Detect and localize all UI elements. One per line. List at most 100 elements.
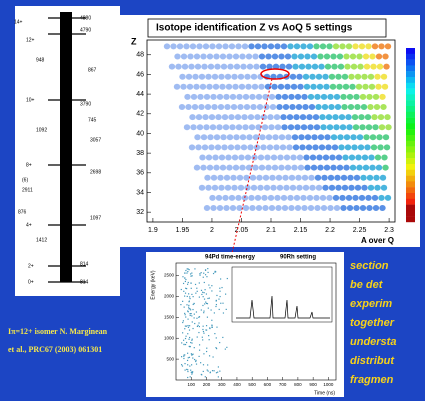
blob <box>192 74 198 80</box>
blob <box>236 124 242 130</box>
blob <box>334 205 340 211</box>
blob <box>258 84 264 90</box>
blob <box>194 134 200 140</box>
blob <box>352 195 358 201</box>
blob <box>372 43 378 49</box>
x-tick-label: 2.3 <box>384 227 394 234</box>
y-axis-label: Z <box>131 36 137 46</box>
blob <box>306 144 312 150</box>
blob <box>316 155 322 161</box>
hit <box>184 354 185 355</box>
blob <box>299 64 305 70</box>
hit <box>183 283 184 284</box>
blob <box>307 43 313 49</box>
blob <box>298 165 304 171</box>
hit <box>219 371 220 372</box>
hit <box>209 339 210 340</box>
blob <box>277 155 283 161</box>
hit <box>203 277 204 278</box>
blob <box>192 104 198 110</box>
blob <box>218 74 224 80</box>
blob <box>252 165 258 171</box>
color-step <box>406 199 415 205</box>
blob <box>305 64 311 70</box>
x-tick-label: 1.9 <box>148 227 158 234</box>
color-step <box>406 77 415 83</box>
blob <box>301 205 307 211</box>
color-step <box>406 193 415 199</box>
blob <box>216 43 222 49</box>
y-tick-label: 36 <box>136 170 144 177</box>
blob <box>248 195 254 201</box>
blob <box>187 84 193 90</box>
hit <box>191 294 192 295</box>
blob <box>226 165 232 171</box>
blob <box>371 144 377 150</box>
hit <box>182 301 183 302</box>
blob <box>265 165 271 171</box>
blob <box>333 124 339 130</box>
hit <box>196 311 197 312</box>
blob <box>356 165 362 171</box>
hit <box>199 316 200 317</box>
blob <box>350 165 356 171</box>
hit <box>206 293 207 294</box>
blob <box>320 124 326 130</box>
inset-setting: 90Rh setting <box>280 255 316 261</box>
blob <box>174 84 180 90</box>
blob <box>368 155 374 161</box>
hit <box>199 282 200 283</box>
blob <box>247 64 253 70</box>
hit <box>189 346 190 347</box>
y-tick-label: 32 <box>136 209 144 216</box>
blob <box>344 134 350 140</box>
blob <box>354 175 360 181</box>
hit <box>190 376 191 377</box>
hit <box>211 290 212 291</box>
blob <box>354 104 360 110</box>
blob <box>189 144 195 150</box>
hit <box>185 344 186 345</box>
hit <box>195 360 196 361</box>
blob <box>384 114 390 120</box>
blob <box>254 144 260 150</box>
blob <box>317 84 323 90</box>
hit <box>207 369 208 370</box>
blob <box>200 54 206 60</box>
blob <box>355 155 361 161</box>
blob <box>193 84 199 90</box>
blob <box>263 104 269 110</box>
blob <box>298 134 304 140</box>
hit <box>212 370 213 371</box>
blob <box>338 64 344 70</box>
blob <box>331 134 337 140</box>
blob <box>375 155 381 161</box>
blob <box>223 205 229 211</box>
x-tick-label: 2.15 <box>294 227 308 234</box>
blob <box>204 205 210 211</box>
blob <box>265 54 271 60</box>
blob <box>348 185 354 191</box>
blob <box>298 54 304 60</box>
blob <box>228 144 234 150</box>
hit <box>191 272 192 273</box>
hit <box>189 365 190 366</box>
blob <box>281 195 287 201</box>
color-step <box>406 106 415 112</box>
hit <box>207 317 208 318</box>
hit <box>197 291 198 292</box>
blob <box>332 114 338 120</box>
hit <box>186 272 187 273</box>
blob <box>276 175 282 181</box>
hit <box>187 310 188 311</box>
hit <box>192 275 193 276</box>
hit <box>199 350 200 351</box>
blob <box>346 43 352 49</box>
hit <box>194 347 195 348</box>
hit <box>198 322 199 323</box>
blob <box>273 144 279 150</box>
hit <box>182 365 183 366</box>
hit <box>199 297 200 298</box>
blob <box>333 43 339 49</box>
hit <box>198 325 199 326</box>
